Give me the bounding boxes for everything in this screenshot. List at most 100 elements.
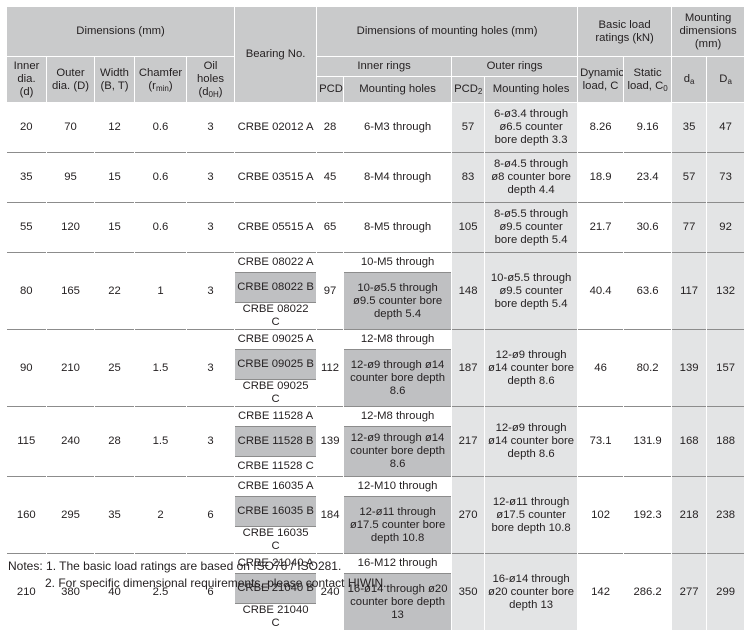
inner-mounting-holes-cell: 10-M5 through xyxy=(344,253,452,273)
da-cell: 57 xyxy=(672,153,707,203)
dynamic-load-cell: 142 xyxy=(578,554,624,630)
static-load-cell: 131.9 xyxy=(624,407,672,477)
note-1: Notes: 1. The basic load ratings are bas… xyxy=(8,558,386,575)
outer-mounting-holes-header: Mounting holes xyxy=(485,77,578,103)
static-load-cell: 23.4 xyxy=(624,153,672,203)
bearing-no-cell: CRBE 08022 A xyxy=(235,253,317,273)
static-load-cell: 9.16 xyxy=(624,103,672,153)
pcd2-header: PCD2 xyxy=(452,77,485,103)
note-2: 2. For specific dimensional requirements… xyxy=(8,575,386,592)
pcd2-cell: 57 xyxy=(452,103,485,153)
outer-dia-cell: 210 xyxy=(47,330,95,407)
pcd1-cell: 45 xyxy=(317,153,344,203)
dynamic-load-cell: 8.26 xyxy=(578,103,624,153)
Da-cell: 73 xyxy=(707,153,745,203)
inner-mounting-holes-cell: 12-ø9 through ø14 counter bore depth 8.6 xyxy=(344,427,452,477)
static-load-cell: 63.6 xyxy=(624,253,672,330)
outer-dia-cell: 95 xyxy=(47,153,95,203)
outer-mounting-holes-cell: 8-ø5.5 through ø9.5 counter bore depth 5… xyxy=(485,203,578,253)
static-load-cell: 286.2 xyxy=(624,554,672,630)
inner-dia-cell: 80 xyxy=(7,253,47,330)
inner-mounting-holes-cell: 12-ø11 through ø17.5 counter bore depth … xyxy=(344,497,452,554)
outer-dia-cell: 70 xyxy=(47,103,95,153)
oil-holes-cell: 3 xyxy=(187,103,235,153)
chamfer-cell: 0.6 xyxy=(135,153,187,203)
width-cell: 15 xyxy=(95,153,135,203)
inner-mounting-holes-cell: 12-M8 through xyxy=(344,407,452,427)
pcd1-header: PCD1 xyxy=(317,77,344,103)
oil-holes-cell: 3 xyxy=(187,330,235,407)
inner-mounting-holes-cell: 10-ø5.5 through ø9.5 counter bore depth … xyxy=(344,273,452,330)
chamfer-cell: 1.5 xyxy=(135,330,187,407)
inner-mounting-holes-cell: 8-M4 through xyxy=(344,153,452,203)
outer-mounting-holes-cell: 16-ø14 through ø20 counter bore depth 13 xyxy=(485,554,578,630)
Da-cell: 299 xyxy=(707,554,745,630)
static-load-cell: 192.3 xyxy=(624,477,672,554)
bearing-no-cell: CRBE 09025 C xyxy=(235,380,317,407)
static-load-header: Static load, C0 xyxy=(624,57,672,103)
da-cell: 35 xyxy=(672,103,707,153)
dynamic-load-cell: 102 xyxy=(578,477,624,554)
inner-dia-header: Inner dia. (d) xyxy=(7,57,47,103)
outer-mounting-holes-cell: 6-ø3.4 through ø6.5 counter bore depth 3… xyxy=(485,103,578,153)
dynamic-load-cell: 40.4 xyxy=(578,253,624,330)
bearing-no-cell: CRBE 21040 C xyxy=(235,604,317,630)
da-cell: 117 xyxy=(672,253,707,330)
inner-dia-cell: 115 xyxy=(7,407,47,477)
Da-header: Da xyxy=(707,57,745,103)
pcd1-cell: 139 xyxy=(317,407,344,477)
Da-cell: 132 xyxy=(707,253,745,330)
bearing-no-cell: CRBE 09025 B xyxy=(235,350,317,380)
bearing-no-cell: CRBE 16035 B xyxy=(235,497,317,527)
bearing-no-cell: CRBE 09025 A xyxy=(235,330,317,350)
dynamic-load-cell: 18.9 xyxy=(578,153,624,203)
oil-holes-cell: 3 xyxy=(187,407,235,477)
width-cell: 15 xyxy=(95,203,135,253)
bearing-no-cell: CRBE 11528 C xyxy=(235,457,317,477)
inner-dia-cell: 160 xyxy=(7,477,47,554)
width-header: Width (B, T) xyxy=(95,57,135,103)
dynamic-load-cell: 73.1 xyxy=(578,407,624,477)
inner-mounting-holes-cell: 8-M5 through xyxy=(344,203,452,253)
pcd1-cell: 65 xyxy=(317,203,344,253)
Da-cell: 188 xyxy=(707,407,745,477)
width-cell: 28 xyxy=(95,407,135,477)
oil-holes-cell: 3 xyxy=(187,203,235,253)
da-cell: 218 xyxy=(672,477,707,554)
bearing-no-cell: CRBE 03515 A xyxy=(235,153,317,203)
bearing-no-cell: CRBE 11528 A xyxy=(235,407,317,427)
bearing-no-cell: CRBE 16035 C xyxy=(235,527,317,554)
outer-mounting-holes-cell: 12-ø9 through ø14 counter bore depth 8.6 xyxy=(485,330,578,407)
Da-cell: 157 xyxy=(707,330,745,407)
da-cell: 77 xyxy=(672,203,707,253)
width-cell: 25 xyxy=(95,330,135,407)
chamfer-cell: 0.6 xyxy=(135,103,187,153)
inner-dia-cell: 90 xyxy=(7,330,47,407)
da-cell: 168 xyxy=(672,407,707,477)
dynamic-load-cell: 46 xyxy=(578,330,624,407)
bearing-no-cell: CRBE 08022 C xyxy=(235,303,317,330)
bearing-no-header: Bearing No. xyxy=(235,7,317,103)
outer-dia-cell: 295 xyxy=(47,477,95,554)
oil-holes-cell: 3 xyxy=(187,153,235,203)
pcd1-cell: 97 xyxy=(317,253,344,330)
load-ratings-group-header: Basic load ratings (kN) xyxy=(578,7,672,57)
Da-cell: 92 xyxy=(707,203,745,253)
outer-mounting-holes-cell: 10-ø5.5 through ø9.5 counter bore depth … xyxy=(485,253,578,330)
pcd1-cell: 28 xyxy=(317,103,344,153)
dimensions-group-header: Dimensions (mm) xyxy=(7,7,235,57)
inner-dia-cell: 20 xyxy=(7,103,47,153)
oil-holes-cell: 6 xyxy=(187,477,235,554)
inner-mounting-holes-cell: 6-M3 through xyxy=(344,103,452,153)
pcd2-cell: 350 xyxy=(452,554,485,630)
inner-rings-header: Inner rings xyxy=(317,57,452,77)
chamfer-cell: 1.5 xyxy=(135,407,187,477)
bearing-no-cell: CRBE 16035 A xyxy=(235,477,317,497)
outer-dia-cell: 165 xyxy=(47,253,95,330)
da-cell: 277 xyxy=(672,554,707,630)
